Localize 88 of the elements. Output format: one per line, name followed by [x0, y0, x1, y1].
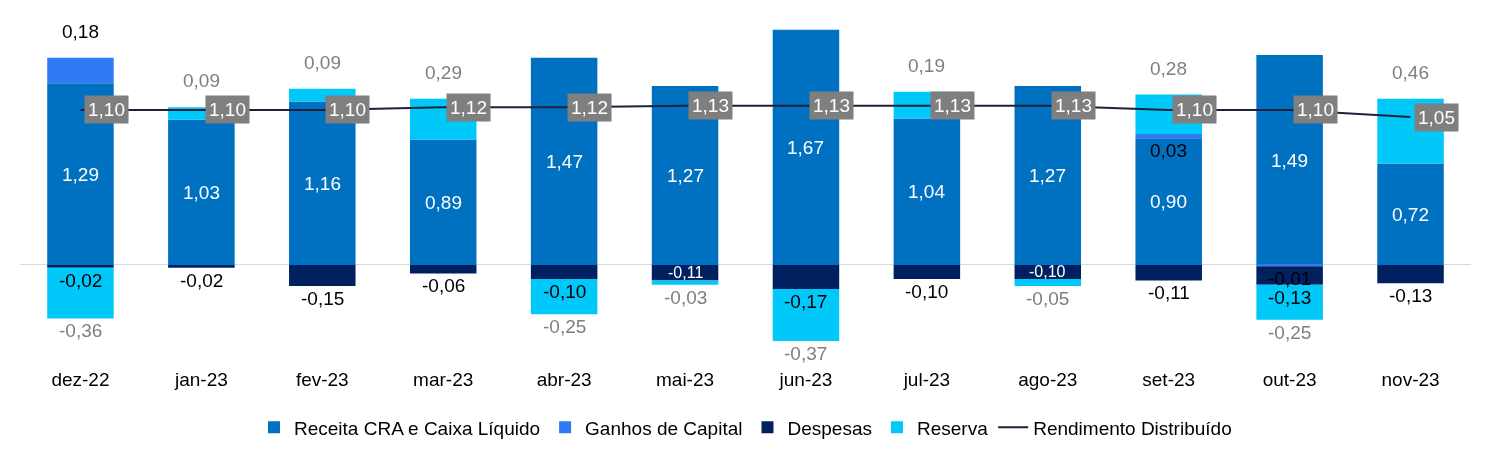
data-label: -0,11 [668, 264, 704, 281]
bar [1014, 279, 1082, 287]
data-label: 0,03 [1150, 140, 1187, 161]
bar [530, 264, 598, 280]
bar [893, 264, 961, 280]
data-label: 0,28 [1150, 58, 1187, 79]
legend-label: Receita CRA e Caixa Líquido [294, 417, 541, 439]
data-label: -0,02 [59, 270, 103, 291]
data-label: -0,06 [422, 275, 466, 296]
data-label: 0,29 [425, 62, 462, 83]
legend-label: Rendimento Distribuído [1033, 417, 1232, 439]
data-label: -0,02 [180, 270, 224, 291]
data-label: 1,27 [667, 165, 704, 186]
data-label: 1,67 [787, 137, 824, 158]
x-tick-label: mai-23 [656, 369, 715, 390]
data-label: -0,36 [59, 320, 103, 341]
x-tick-label: mar-23 [413, 369, 474, 390]
data-label: 1,10 [329, 99, 366, 120]
data-label: 1,13 [1055, 95, 1092, 116]
data-label: 0,09 [304, 52, 341, 73]
data-label: 1,04 [908, 181, 946, 202]
bar [1377, 163, 1444, 265]
bar [772, 288, 840, 341]
data-label: -0,10 [905, 281, 949, 302]
legend-label: Despesas [787, 417, 872, 439]
data-label: 0,72 [1392, 204, 1429, 225]
data-label: -0,01 [1268, 268, 1312, 289]
bar [651, 280, 719, 285]
data-label: -0,11 [1148, 282, 1190, 303]
data-label: -0,13 [1268, 287, 1312, 308]
x-tick-label: fev-23 [295, 369, 349, 390]
bar [409, 264, 477, 274]
x-tick-label: nov-23 [1381, 369, 1440, 390]
data-label: 0,18 [62, 21, 99, 42]
data-label: 1,10 [1297, 99, 1334, 120]
data-label: -0,03 [664, 287, 708, 308]
data-label: 0,89 [425, 192, 462, 213]
data-label: 1,12 [571, 97, 608, 118]
bar [409, 139, 477, 265]
x-tick-label: abr-23 [536, 369, 592, 390]
data-label: 1,29 [62, 164, 99, 185]
data-label: 0,19 [908, 55, 945, 76]
bar [168, 264, 235, 268]
data-label: -0,13 [1389, 285, 1433, 306]
data-label: 0,46 [1392, 62, 1429, 83]
data-label: -0,05 [1026, 288, 1070, 309]
data-label: 1,13 [813, 95, 850, 116]
data-label: 1,16 [304, 173, 341, 194]
bar [1135, 138, 1202, 265]
data-label: 1,47 [546, 151, 583, 172]
x-tick-label: jan-23 [173, 369, 228, 390]
bar [289, 264, 356, 287]
bar [168, 119, 235, 265]
data-label: 1,10 [209, 99, 246, 120]
data-label: 1,13 [934, 95, 971, 116]
data-label: 1,12 [450, 97, 487, 118]
data-label: 1,49 [1271, 150, 1308, 171]
data-label: -0,17 [784, 291, 828, 312]
data-label: -0,10 [1029, 263, 1066, 280]
bar [1135, 133, 1202, 139]
x-tick-label: jun-23 [778, 369, 833, 390]
data-label: 1,27 [1029, 165, 1066, 186]
bar [772, 264, 840, 289]
x-tick-label: dez-22 [51, 369, 110, 390]
bar [893, 118, 961, 265]
x-tick-label: set-23 [1142, 369, 1196, 390]
data-label: -0,37 [784, 343, 828, 364]
data-label: 1,10 [1176, 99, 1213, 120]
data-label: 1,05 [1418, 107, 1455, 128]
x-tick-label: out-23 [1262, 369, 1317, 390]
data-label: 0,09 [183, 70, 220, 91]
data-label: 1,03 [183, 182, 220, 203]
bar [1135, 264, 1202, 281]
x-tick-label: jul-23 [902, 369, 951, 390]
data-label: -0,25 [543, 316, 587, 337]
data-label: 1,10 [88, 99, 125, 120]
bar [1377, 264, 1444, 284]
data-label: 1,13 [692, 95, 729, 116]
bar [47, 267, 114, 319]
data-label: -0,25 [1268, 322, 1312, 343]
bar [47, 264, 114, 268]
legend-label: Reserva [916, 417, 989, 439]
data-label: -0,10 [543, 281, 587, 302]
bar [47, 57, 114, 84]
x-tick-label: ago-23 [1018, 369, 1078, 390]
legend-label: Ganhos de Capital [585, 417, 743, 439]
data-label: 0,90 [1150, 191, 1187, 212]
data-label: -0,15 [301, 288, 345, 309]
